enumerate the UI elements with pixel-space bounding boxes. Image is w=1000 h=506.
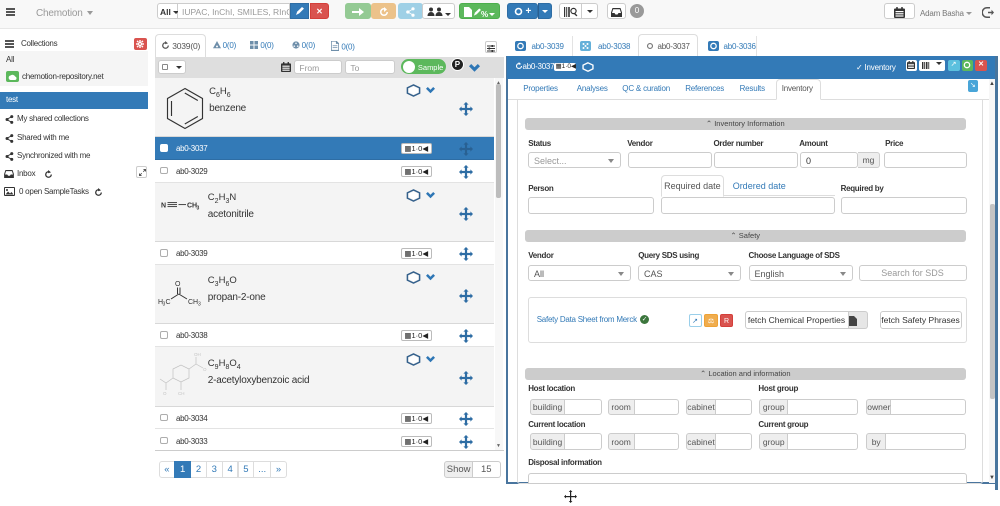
svg-text:CH: CH: [178, 391, 185, 396]
svg-text:N: N: [161, 202, 166, 209]
svg-text:3: 3: [197, 205, 200, 211]
svg-text:O: O: [203, 367, 207, 372]
svg-text:O: O: [175, 281, 181, 288]
svg-text:CH: CH: [188, 299, 198, 306]
svg-text:CH: CH: [187, 202, 197, 209]
svg-text:C: C: [166, 299, 171, 306]
svg-text:O: O: [163, 391, 167, 396]
svg-text:3: 3: [198, 301, 201, 307]
svg-text:H: H: [158, 299, 163, 306]
svg-text:3: 3: [163, 301, 166, 307]
svg-text:OH: OH: [194, 352, 201, 357]
